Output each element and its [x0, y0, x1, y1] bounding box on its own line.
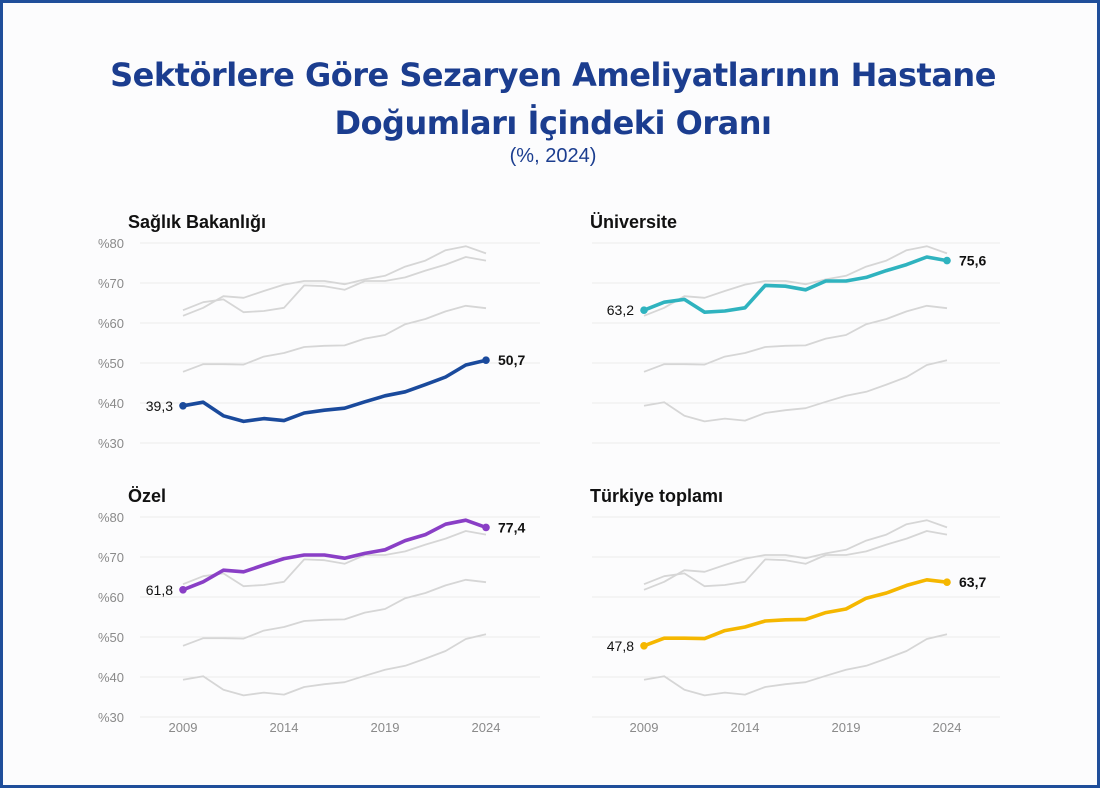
- x-tick-label: 2019: [832, 720, 861, 735]
- panel-title-turkiye: Türkiye toplamı: [590, 486, 723, 506]
- panel-universite: Üniversite 63,2 75,6: [590, 212, 1000, 444]
- x-tick-label: 2024: [472, 720, 501, 735]
- end-point-universite: [943, 256, 951, 265]
- background-line-turkiye: [182, 304, 487, 373]
- panel-ozel: Özel %30 %40 %50 %60 %70 %80 2009 2014 2019 2024 61…: [98, 486, 540, 735]
- background-line-turkiye: [182, 578, 487, 647]
- y-tick-label: %30: [98, 436, 124, 451]
- panel-title-saglik: Sağlık Bakanlığı: [128, 212, 266, 232]
- start-value-label: 63,2: [607, 302, 634, 318]
- background-line-ozel: [643, 245, 948, 317]
- chart-subtitle: (%, 2024): [509, 145, 597, 167]
- y-tick-label: %50: [98, 630, 124, 645]
- y-tick-label: %60: [98, 590, 124, 605]
- start-point-saglik: [179, 402, 187, 410]
- end-value-label: 77,4: [498, 519, 525, 535]
- start-value-label: 61,8: [146, 582, 173, 598]
- panel-title-universite: Üniversite: [590, 212, 677, 232]
- background-line-turkiye: [643, 304, 948, 373]
- background-line-ozel: [643, 519, 948, 591]
- y-tick-label: %70: [98, 276, 124, 291]
- background-line-saglik: [643, 359, 948, 423]
- title-line-1: Sektörlere Göre Sezaryen Ameliyatlarının…: [110, 56, 996, 94]
- start-value-label: 47,8: [607, 638, 634, 654]
- y-tick-label: %80: [98, 236, 124, 251]
- end-point-saglik: [482, 356, 490, 365]
- y-tick-label: %50: [98, 356, 124, 371]
- start-point-universite: [640, 306, 648, 315]
- panel-saglik: Sağlık Bakanlığı %30 %40 %50 %60 %70 %80 39,3 50…: [98, 212, 540, 451]
- title-line-2: Doğumları İçindeki Oranı: [334, 104, 772, 142]
- series-line-universite: [642, 255, 949, 314]
- series-line-ozel: [181, 518, 488, 592]
- background-line-saglik: [643, 633, 948, 697]
- x-tick-label: 2009: [630, 720, 659, 735]
- y-tick-label: %30: [98, 710, 124, 725]
- x-tick-label: 2024: [933, 720, 962, 735]
- x-tick-label: 2014: [731, 720, 760, 735]
- start-point-ozel: [179, 586, 187, 594]
- x-tick-label: 2019: [371, 720, 400, 735]
- series-line-turkiye: [642, 578, 949, 648]
- end-value-label: 75,6: [959, 253, 986, 269]
- x-tick-label: 2009: [169, 720, 198, 735]
- panel-turkiye: Türkiye toplamı 2009 2014 2019 2024 47,8 63,7: [590, 486, 1000, 735]
- background-line-saglik: [182, 633, 487, 697]
- y-tick-label: %70: [98, 550, 124, 565]
- start-point-turkiye: [640, 642, 648, 650]
- y-tick-label: %60: [98, 316, 124, 331]
- background-line-universite: [182, 256, 487, 314]
- end-point-turkiye: [943, 578, 951, 586]
- y-tick-label: %40: [98, 670, 124, 685]
- x-tick-label: 2014: [270, 720, 299, 735]
- y-tick-label: %80: [98, 510, 124, 525]
- end-point-ozel: [482, 523, 490, 532]
- chart-title: Sektörlere Göre Sezaryen Ameliyatlarının…: [3, 51, 1100, 147]
- panel-title-ozel: Özel: [128, 486, 166, 506]
- end-value-label: 50,7: [498, 352, 525, 368]
- y-tick-label: %40: [98, 396, 124, 411]
- series-line-saglik: [181, 358, 488, 424]
- background-line-universite: [643, 530, 948, 588]
- start-value-label: 39,3: [146, 398, 173, 414]
- end-value-label: 63,7: [959, 574, 986, 590]
- background-line-ozel: [182, 245, 487, 317]
- background-line-universite: [182, 530, 487, 588]
